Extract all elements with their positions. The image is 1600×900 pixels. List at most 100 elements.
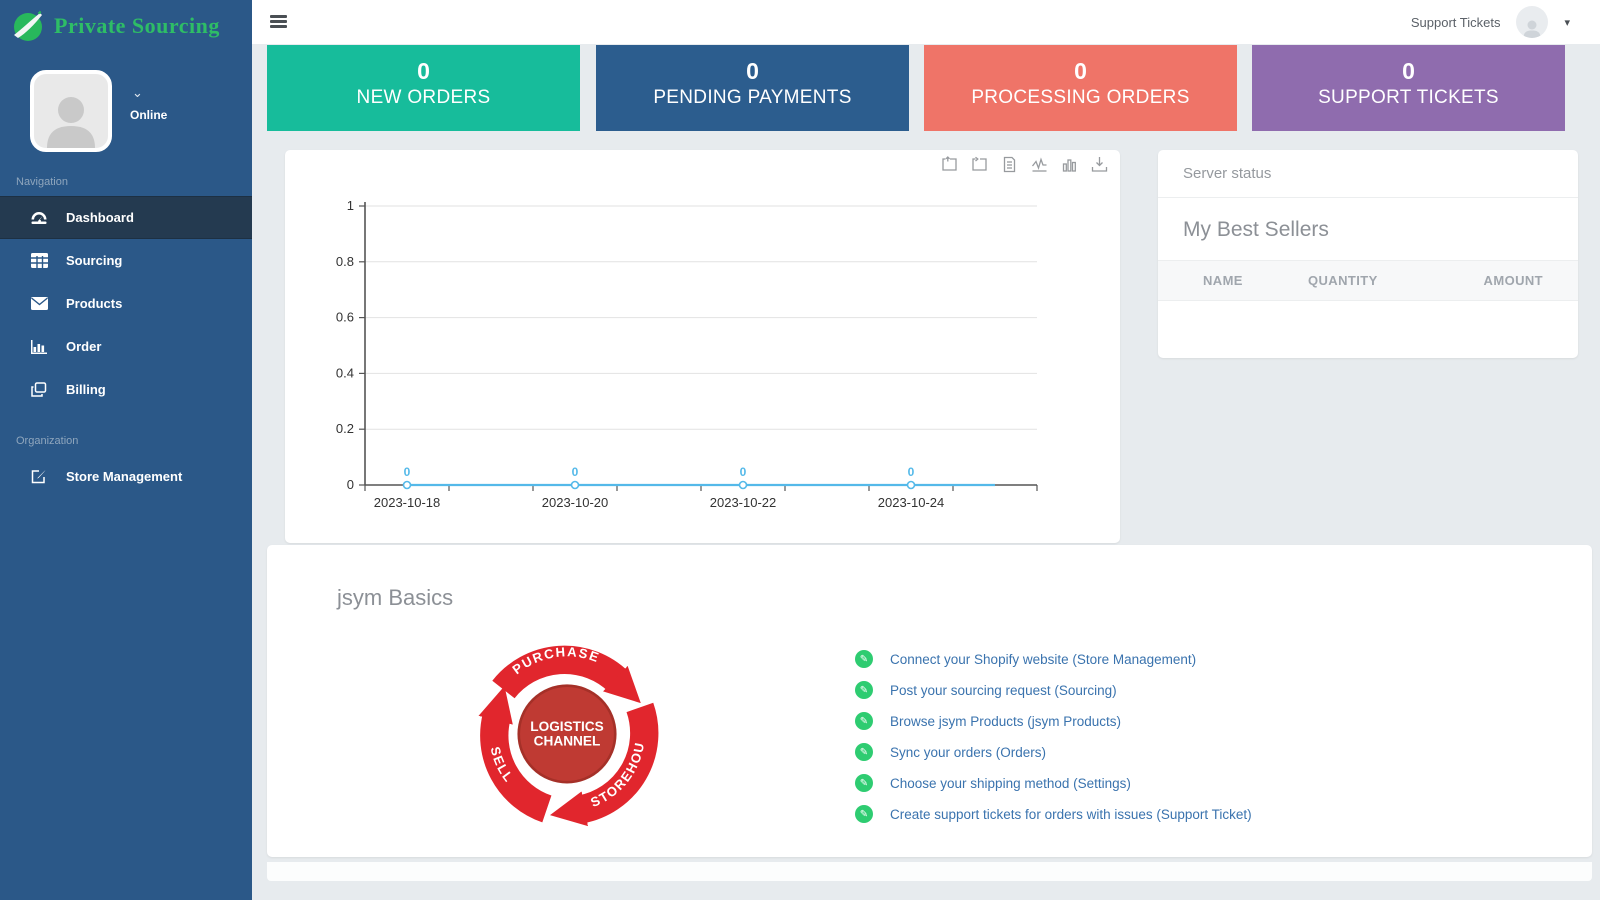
checklist-item-shipping-method[interactable]: ✎ Choose your shipping method (Settings) <box>855 774 1252 792</box>
edit-badge-icon: ✎ <box>855 774 873 792</box>
stat-card-pending-payments[interactable]: 0 PENDING PAYMENTS <box>596 45 909 131</box>
svg-text:0: 0 <box>572 465 579 479</box>
stat-label: SUPPORT TICKETS <box>1318 87 1499 108</box>
sidebar-nav: Dashboard Sourcing Products Order Billin… <box>0 196 252 411</box>
stat-label: NEW ORDERS <box>356 87 491 108</box>
storehouse-arrow <box>549 702 659 827</box>
topbar: Support Tickets ▾ <box>252 0 1600 44</box>
diagram-center-line2: CHANNEL <box>534 734 601 749</box>
edit-icon <box>28 469 50 484</box>
best-sellers-table-body <box>1158 301 1578 339</box>
avatar[interactable] <box>30 70 112 152</box>
sidebar-item-label: Store Management <box>66 469 183 484</box>
column-amount: AMOUNT <box>1483 273 1543 288</box>
basics-card: jsym Basics LOGISTICS CHANNEL PURCHASE S… <box>267 545 1592 857</box>
line-chart-icon[interactable] <box>1031 156 1048 173</box>
line-chart-canvas: 0 0.2 0.4 0.6 0.8 1 2023-10-18 2023-10-20 2023-1… <box>336 198 1038 510</box>
stat-value: 0 <box>417 58 430 84</box>
footer <box>267 862 1592 881</box>
svg-text:0: 0 <box>404 465 411 479</box>
checklist-item-browse-products[interactable]: ✎ Browse jsym Products (jsym Products) <box>855 712 1252 730</box>
svg-text:0.8: 0.8 <box>336 254 354 269</box>
svg-text:2023-10-24: 2023-10-24 <box>878 495 945 510</box>
svg-text:1: 1 <box>347 198 354 213</box>
stat-card-processing-orders[interactable]: 0 PROCESSING ORDERS <box>924 45 1237 131</box>
user-status: Online <box>130 108 168 122</box>
column-name: NAME <box>1203 273 1243 288</box>
svg-text:2023-10-18: 2023-10-18 <box>374 495 441 510</box>
chevron-down-icon[interactable]: ⌄ <box>132 85 143 100</box>
sidebar-item-label: Billing <box>66 382 106 397</box>
sidebar: Private Sourcing ⌄ Online Navigation Das… <box>0 0 252 900</box>
checklist-item-support-tickets[interactable]: ✎ Create support tickets for orders with… <box>855 805 1252 823</box>
diagram-center-line1: LOGISTICS <box>530 719 603 734</box>
user-profile: ⌄ Online <box>0 52 252 152</box>
logistics-cycle-diagram: LOGISTICS CHANNEL PURCHASE STOREHOU SELL <box>478 644 659 827</box>
bar-chart-icon <box>28 339 50 354</box>
topbar-avatar[interactable] <box>1516 6 1549 38</box>
svg-text:0: 0 <box>740 465 747 479</box>
sidebar-item-label: Dashboard <box>66 210 134 225</box>
sidebar-item-sourcing[interactable]: Sourcing <box>0 239 252 282</box>
sidebar-item-label: Order <box>66 339 102 354</box>
basics-checklist: ✎ Connect your Shopify website (Store Ma… <box>855 650 1252 836</box>
best-sellers-title: My Best Sellers <box>1183 218 1329 241</box>
svg-text:0: 0 <box>347 477 354 492</box>
menu-toggle-icon[interactable] <box>270 15 287 28</box>
sidebar-item-label: Products <box>66 296 123 311</box>
server-status-card: Server status My Best Sellers NAME QUANT… <box>1158 150 1578 358</box>
server-status-title: Server status <box>1158 150 1578 198</box>
sidebar-item-order[interactable]: Order <box>0 325 252 368</box>
sidebar-item-dashboard[interactable]: Dashboard <box>0 196 252 239</box>
support-tickets-link[interactable]: Support Tickets <box>1410 14 1501 30</box>
stat-label: PROCESSING ORDERS <box>971 87 1190 108</box>
restore-icon[interactable] <box>971 156 988 173</box>
envelope-icon <box>28 297 50 310</box>
copy-icon <box>28 382 50 397</box>
purchase-arrow <box>492 645 641 704</box>
sell-arrow <box>478 685 552 823</box>
stat-value: 0 <box>1074 58 1087 84</box>
checklist-item-connect-shopify[interactable]: ✎ Connect your Shopify website (Store Ma… <box>855 650 1252 668</box>
stat-label: PENDING PAYMENTS <box>653 87 852 108</box>
svg-text:0: 0 <box>908 465 915 479</box>
person-icon <box>1523 20 1541 38</box>
sidebar-item-billing[interactable]: Billing <box>0 368 252 411</box>
download-icon[interactable] <box>1091 156 1108 173</box>
dashboard-icon <box>28 210 50 226</box>
leaf-logo-icon <box>14 10 42 41</box>
edit-badge-icon: ✎ <box>855 712 873 730</box>
chart-toolbox <box>941 156 1108 173</box>
edit-badge-icon: ✎ <box>855 743 873 761</box>
stat-value: 0 <box>1402 58 1415 84</box>
nav-section-header: Navigation <box>16 176 68 188</box>
column-quantity: QUANTITY <box>1308 273 1378 288</box>
svg-text:0.6: 0.6 <box>336 310 354 325</box>
orders-chart-card: 0 0.2 0.4 0.6 0.8 1 2023-10-18 2023-10-20 2023-1… <box>285 150 1120 543</box>
person-icon <box>47 97 95 148</box>
app-logo[interactable]: Private Sourcing <box>0 0 252 52</box>
svg-text:0.4: 0.4 <box>336 365 354 380</box>
edit-badge-icon: ✎ <box>855 805 873 823</box>
checklist-item-post-sourcing[interactable]: ✎ Post your sourcing request (Sourcing) <box>855 681 1252 699</box>
stat-card-new-orders[interactable]: 0 NEW ORDERS <box>267 45 580 131</box>
checklist-item-sync-orders[interactable]: ✎ Sync your orders (Orders) <box>855 743 1252 761</box>
edit-badge-icon: ✎ <box>855 650 873 668</box>
org-section-header: Organization <box>16 435 79 447</box>
table-icon <box>28 253 50 268</box>
basics-title: jsym Basics <box>337 585 454 610</box>
stat-card-support-tickets[interactable]: 0 SUPPORT TICKETS <box>1252 45 1565 131</box>
sidebar-item-label: Sourcing <box>66 253 123 268</box>
diagram-center-circle <box>517 684 617 784</box>
bar-chart-icon[interactable] <box>1061 156 1078 173</box>
sidebar-item-products[interactable]: Products <box>0 282 252 325</box>
data-view-icon[interactable] <box>1001 156 1018 173</box>
svg-text:0.2: 0.2 <box>336 421 354 436</box>
best-sellers-table-header: NAME QUANTITY AMOUNT <box>1158 260 1578 301</box>
stat-value: 0 <box>746 58 759 84</box>
sidebar-item-store-management[interactable]: Store Management <box>0 455 252 498</box>
zoom-select-icon[interactable] <box>941 156 958 173</box>
edit-badge-icon: ✎ <box>855 681 873 699</box>
caret-down-icon[interactable]: ▾ <box>1564 16 1570 29</box>
app-title: Private Sourcing <box>54 13 220 38</box>
